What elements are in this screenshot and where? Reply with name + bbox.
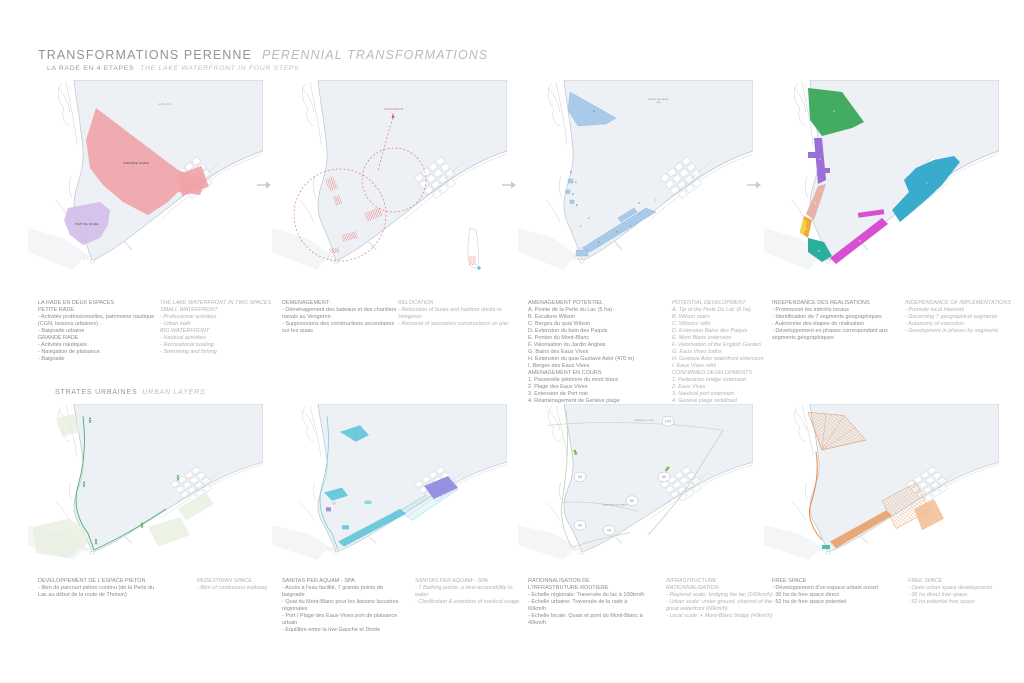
block-free-space-en: FREE SPACE - Open urban space development… xyxy=(908,578,993,605)
map-demenagement: VENGERON xyxy=(272,80,507,285)
map-espace-pieton xyxy=(28,404,263,572)
map-sanitas-per-aquam xyxy=(272,404,507,572)
label-area-1: GRANDE RADE AREA xyxy=(648,98,669,101)
svg-text:1: 1 xyxy=(833,109,835,113)
block-spa-en: SANITAS PER AQUAM - SPA - 7 Bathing point… xyxy=(415,578,520,605)
relocation-dashed-circles xyxy=(293,147,427,262)
confirmed-markers: 1 2 3 4 xyxy=(578,225,632,261)
page-title: TRANSFORMATIONS PERENNE PERENNIAL TRANSFO… xyxy=(38,48,488,62)
block-amenagement-fr: AMENAGEMENT POTENTIEL A. Pointe de la Per… xyxy=(528,300,635,404)
block-demenagement-fr: DEMENAGEMENT: - Déménagement des bateaux … xyxy=(282,300,397,334)
label-grande-rade: GRANDE RADE xyxy=(123,161,149,165)
block-independance-fr: INDEPENDANCE DES REALISATIONS - Promouvoi… xyxy=(772,300,888,341)
petite-rade-zone xyxy=(64,202,110,245)
svg-text:E: E xyxy=(576,204,578,207)
page-subtitle-en: THE LAKE WATERFRONT IN FOUR STEPS xyxy=(140,65,300,72)
park-areas xyxy=(33,413,214,559)
step-arrow-2 xyxy=(502,181,516,189)
page-title-fr: TRANSFORMATIONS PERENNE xyxy=(38,48,252,62)
step-arrow-3 xyxy=(747,181,761,189)
svg-text:I: I xyxy=(655,199,656,202)
label-le-lac: LE LAC xyxy=(159,102,172,106)
relocation-arrowhead xyxy=(391,113,395,118)
svg-text:3: 3 xyxy=(814,201,816,205)
svg-text:A: A xyxy=(593,110,595,113)
segment-zones xyxy=(800,88,960,264)
map-independance-realisations: 1 2 3 4 5 6 7 xyxy=(764,80,999,285)
svg-text:4: 4 xyxy=(630,225,632,228)
svg-text:60: 60 xyxy=(662,476,666,480)
spa-shore-link xyxy=(319,416,339,550)
block-infrastructure-en: INFRASTRUCTURE RATIONNALISATION - Regional… xyxy=(666,578,773,619)
svg-text:6: 6 xyxy=(859,239,861,243)
block-amenagement-en: POTENTIAL DEVELOPMENT A. Tip of the Perle… xyxy=(672,300,764,404)
label-area-2: 5 HA xyxy=(656,101,661,104)
label-traversee-du-lac: TRAVERSEE DU LAC xyxy=(634,419,654,422)
svg-text:C: C xyxy=(575,181,577,184)
svg-text:5: 5 xyxy=(818,249,820,253)
boatyards-to-remove xyxy=(324,176,384,254)
section-title-en: URBAN LAYERS xyxy=(142,389,206,396)
svg-text:3: 3 xyxy=(578,258,580,261)
road-network xyxy=(547,410,724,548)
svg-text:4: 4 xyxy=(805,227,807,231)
svg-text:G: G xyxy=(638,202,640,205)
section-urban-layers-title: STRATES URBAINES URBAN LAYERS xyxy=(55,389,205,396)
label-vengeron: VENGERON xyxy=(384,107,403,111)
relocation-arrow xyxy=(377,117,394,171)
grande-rade-zone xyxy=(86,108,209,215)
map-la-rade-en-deux-espaces: LE LAC GRANDE RADE PETITE RADE xyxy=(28,80,263,285)
svg-text:100: 100 xyxy=(665,420,672,424)
free-space-zones xyxy=(807,411,944,550)
transit-stops xyxy=(573,449,670,472)
svg-text:40: 40 xyxy=(578,524,582,528)
vengeron-inset-map xyxy=(467,227,481,270)
svg-text:60: 60 xyxy=(630,499,634,503)
svg-text:F: F xyxy=(588,217,590,220)
step-arrow-1 xyxy=(257,181,271,189)
svg-text:H: H xyxy=(616,231,618,234)
map-rationalisation-routiere: TRAVERSEE DU LAC TRAVERSEE DE LA RADE 10… xyxy=(518,404,753,572)
block-rade-deux-espaces-en: THE LAKE WATERFRONT IN TWO SPACES SMALL W… xyxy=(160,300,272,355)
svg-text:D: D xyxy=(572,193,574,196)
segment-numbers: 1 2 3 4 5 6 7 xyxy=(805,109,928,253)
svg-text:2: 2 xyxy=(598,241,600,244)
section-title-fr: STRATES URBAINES xyxy=(55,389,138,396)
block-spa-fr: SANITAS PER AQUAM - SPA - Accès à l'eau f… xyxy=(282,578,399,633)
page-title-en: PERENNIAL TRANSFORMATIONS xyxy=(261,48,489,62)
block-rade-deux-espaces-fr: LA RADE EN DEUX ESPACES PETITE RADE - Acti… xyxy=(38,300,155,362)
block-independance-en: INDEPENDANCE OF IMPLEMENTATIONS - Promote… xyxy=(905,300,1012,334)
svg-text:7: 7 xyxy=(926,181,928,185)
svg-text:1: 1 xyxy=(580,225,582,228)
block-espace-pieton-en: PEDESTRIAN SPACE - 8km of continuous walk… xyxy=(197,578,268,591)
map-amenagement-potentiel: GRANDE RADE AREA 5 HA A B C D E F G H I … xyxy=(518,80,753,285)
map-free-space xyxy=(764,404,999,572)
svg-text:60: 60 xyxy=(578,476,582,480)
block-free-space-fr: FREE SPACE - Développement d'un espace ur… xyxy=(772,578,879,605)
block-infrastructure-fr: RATIONNALISATION DE L'INFRASTRUTURE ROUTI… xyxy=(528,578,645,626)
speed-badges: 100 60 60 60 40 40 xyxy=(573,416,675,536)
label-traversee-de-la-rade: TRAVERSEE DE LA RADE xyxy=(603,504,628,507)
potential-markers: A B C D E F G H I xyxy=(570,110,656,234)
svg-text:B: B xyxy=(570,171,572,174)
svg-text:40: 40 xyxy=(607,529,611,533)
potential-development-zones xyxy=(565,91,657,257)
label-petite-rade: PETITE RADE xyxy=(75,222,99,226)
block-espace-pieton-fr: DEVELOPPEMENT DE L'ESPACE PIETON - 8km de… xyxy=(38,578,155,598)
block-demenagement-en: RELOCATION - Relocation of boats and harb… xyxy=(398,300,509,327)
port-zones xyxy=(326,476,458,512)
pedestrian-walkway-route xyxy=(75,416,167,551)
svg-text:2: 2 xyxy=(819,157,821,161)
page-subtitle-fr: LA RADE EN 4 ETAPES xyxy=(47,65,135,72)
page-subtitle: LA RADE EN 4 ETAPES THE LAKE WATERFRONT I… xyxy=(47,65,299,72)
